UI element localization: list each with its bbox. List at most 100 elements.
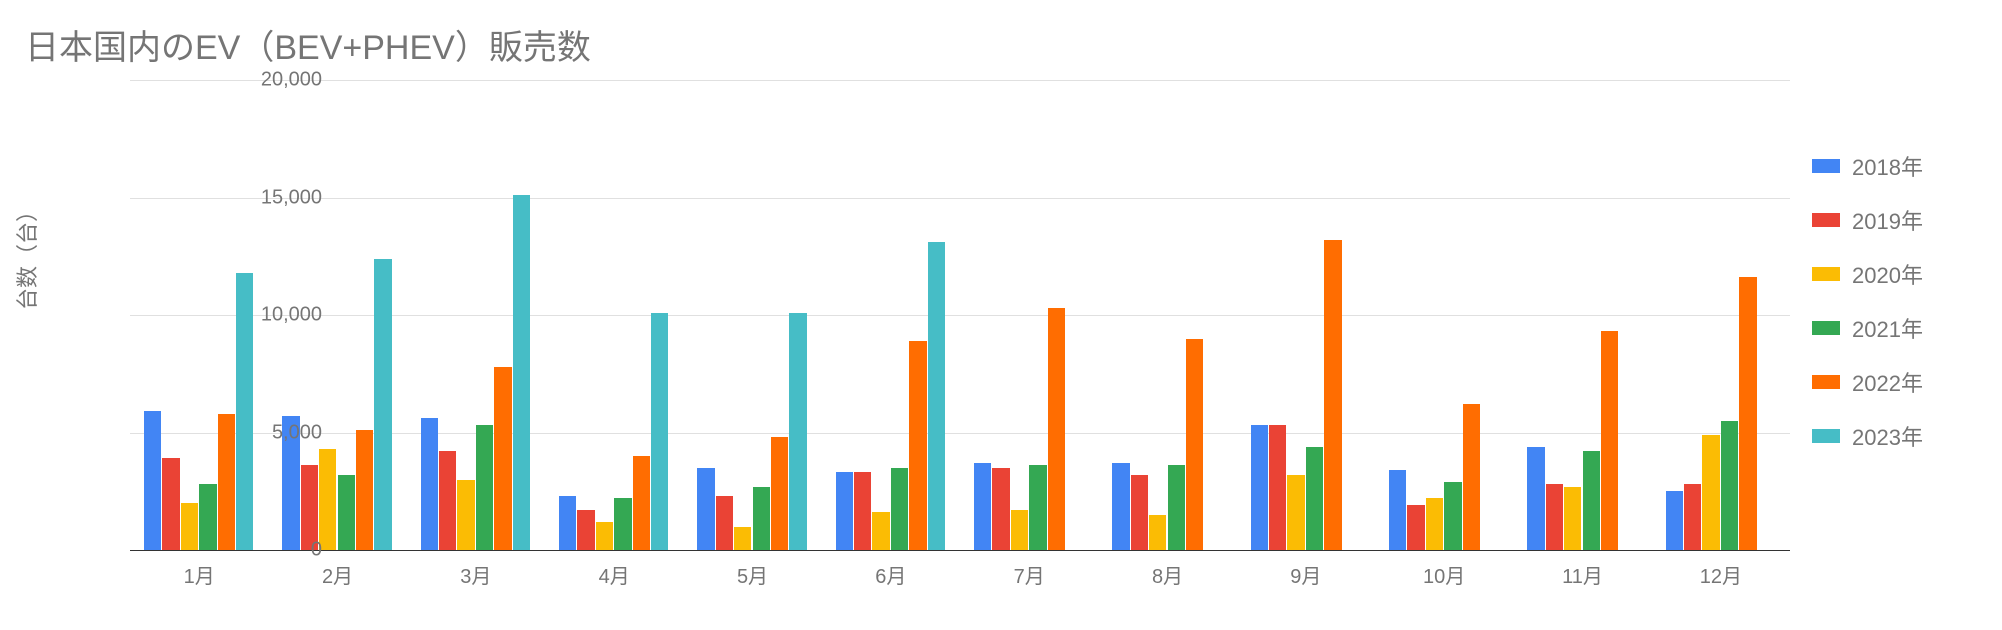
bar: [974, 463, 991, 550]
legend-label: 2019年: [1852, 204, 1923, 236]
plot-area: 1月2月3月4月5月6月7月8月9月10月11月12月: [130, 80, 1790, 550]
x-tick-label: 11月: [1562, 560, 1603, 589]
bar: [891, 468, 908, 550]
legend-swatch: [1812, 429, 1840, 443]
bar: [301, 465, 318, 550]
bar: [1739, 277, 1756, 550]
bar: [319, 449, 336, 550]
legend-swatch: [1812, 321, 1840, 335]
legend: 2018年 2019年 2020年 2021年 2022年 2023年: [1812, 150, 1972, 474]
x-tick-label: 2月: [322, 560, 353, 589]
bar: [1721, 421, 1738, 550]
bar: [181, 503, 198, 550]
legend-item[interactable]: 2019年: [1812, 204, 1972, 236]
bar: [1324, 240, 1341, 550]
bar: [1149, 515, 1166, 550]
bar: [439, 451, 456, 550]
bar: [513, 195, 530, 550]
bar: [338, 475, 355, 550]
bar: [1564, 487, 1581, 550]
bar: [872, 512, 889, 550]
grid-line: [130, 198, 1790, 199]
bar: [716, 496, 733, 550]
bar: [1702, 435, 1719, 550]
bar: [753, 487, 770, 550]
bar: [457, 480, 474, 551]
x-tick-label: 6月: [875, 560, 906, 589]
bar: [1389, 470, 1406, 550]
legend-item[interactable]: 2021年: [1812, 312, 1972, 344]
bar: [1666, 491, 1683, 550]
chart-container: 日本国内のEV（BEV+PHEV）販売数 台数（台） 1月2月3月4月5月6月7…: [0, 0, 2002, 630]
y-axis-label: 台数（台）: [10, 200, 42, 310]
y-tick-label: 5,000: [242, 421, 322, 444]
bar: [1011, 510, 1028, 550]
legend-swatch: [1812, 159, 1840, 173]
bar: [1048, 308, 1065, 550]
bar: [421, 418, 438, 550]
x-tick-label: 5月: [737, 560, 768, 589]
x-tick-label: 12月: [1700, 560, 1742, 589]
bar: [199, 484, 216, 550]
y-tick-label: 0: [242, 539, 322, 562]
bar: [1684, 484, 1701, 550]
bar: [633, 456, 650, 550]
legend-item[interactable]: 2020年: [1812, 258, 1972, 290]
bar: [697, 468, 714, 550]
bar: [218, 414, 235, 550]
bar: [494, 367, 511, 550]
x-axis-line: [130, 550, 1790, 551]
bar: [1269, 425, 1286, 550]
legend-label: 2021年: [1852, 312, 1923, 344]
bar: [1251, 425, 1268, 550]
bar: [1287, 475, 1304, 550]
bar: [1527, 447, 1544, 550]
bar: [1583, 451, 1600, 550]
bar: [1546, 484, 1563, 550]
legend-swatch: [1812, 213, 1840, 227]
legend-item[interactable]: 2018年: [1812, 150, 1972, 182]
bar: [1168, 465, 1185, 550]
bar: [1407, 505, 1424, 550]
y-tick-label: 15,000: [242, 186, 322, 209]
bar: [1029, 465, 1046, 550]
bar: [374, 259, 391, 550]
bar: [1463, 404, 1480, 550]
legend-label: 2018年: [1852, 150, 1923, 182]
legend-swatch: [1812, 267, 1840, 281]
bar: [1601, 331, 1618, 550]
bar: [1306, 447, 1323, 550]
x-tick-label: 9月: [1290, 560, 1321, 589]
x-tick-label: 8月: [1152, 560, 1183, 589]
legend-item[interactable]: 2023年: [1812, 420, 1972, 452]
bar: [596, 522, 613, 550]
bar: [162, 458, 179, 550]
chart-title: 日本国内のEV（BEV+PHEV）販売数: [25, 20, 591, 69]
bar: [577, 510, 594, 550]
bar: [356, 430, 373, 550]
legend-label: 2020年: [1852, 258, 1923, 290]
bar: [476, 425, 493, 550]
bar: [1112, 463, 1129, 550]
x-tick-label: 3月: [460, 560, 491, 589]
y-tick-label: 20,000: [242, 69, 322, 92]
bar: [651, 313, 668, 550]
legend-label: 2023年: [1852, 420, 1923, 452]
bar: [789, 313, 806, 550]
bar: [144, 411, 161, 550]
bar: [854, 472, 871, 550]
grid-line: [130, 80, 1790, 81]
bar: [928, 242, 945, 550]
bar: [909, 341, 926, 550]
bar: [836, 472, 853, 550]
x-tick-label: 7月: [1014, 560, 1045, 589]
x-tick-label: 4月: [599, 560, 630, 589]
bar: [1186, 339, 1203, 551]
bar: [1131, 475, 1148, 550]
bar: [771, 437, 788, 550]
y-tick-label: 10,000: [242, 304, 322, 327]
bar: [734, 527, 751, 551]
legend-label: 2022年: [1852, 366, 1923, 398]
legend-item[interactable]: 2022年: [1812, 366, 1972, 398]
bar: [559, 496, 576, 550]
